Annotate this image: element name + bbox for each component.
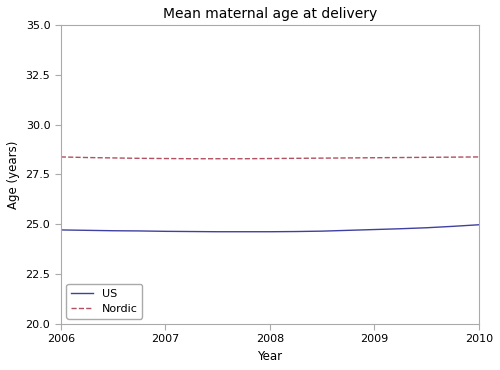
US [136,229,142,233]
Nordic [84,155,90,160]
Nordic [162,156,168,161]
Nordic [346,156,352,160]
Nordic [372,155,378,160]
Title: Mean maternal age at delivery: Mean maternal age at delivery [163,7,377,21]
US [346,228,352,233]
US [372,227,378,232]
Nordic [110,156,116,160]
US [162,229,168,233]
US [450,224,456,229]
Nordic [398,155,404,160]
US [110,229,116,233]
X-axis label: Year: Year [258,350,282,363]
US [241,229,247,234]
Nordic [293,156,299,161]
US [214,229,220,234]
Nordic [241,157,247,161]
US [319,229,325,233]
US [84,228,90,233]
Nordic [319,156,325,160]
Nordic [267,156,273,161]
Line: US: US [61,225,479,232]
US [424,226,430,230]
Nordic [136,156,142,161]
US [58,228,64,232]
US [293,229,299,234]
Line: Nordic: Nordic [61,157,479,159]
US [398,226,404,231]
Nordic [450,155,456,159]
US [188,229,194,234]
Nordic [424,155,430,159]
Nordic [214,157,220,161]
US [267,229,273,234]
Nordic [58,155,64,159]
Nordic [476,155,482,159]
Nordic [188,157,194,161]
US [476,222,482,227]
Legend: US, Nordic: US, Nordic [66,284,142,319]
Y-axis label: Age (years): Age (years) [7,140,20,209]
